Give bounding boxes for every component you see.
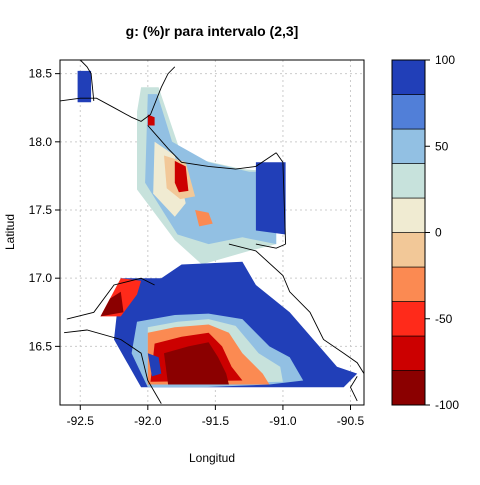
colorbar-bin-4 xyxy=(391,232,426,268)
colorbar-bin-5 xyxy=(391,197,426,233)
colorbar-tick-label-3: 50 xyxy=(435,139,449,153)
y-tick-label-3: 18.0 xyxy=(29,135,53,149)
coastline xyxy=(59,59,365,404)
colorbar-tick-label-2: 0 xyxy=(435,226,442,240)
contour-region-7 xyxy=(195,210,213,227)
x-tick-label-2: -91.5 xyxy=(202,414,230,428)
colorbar-bin-1 xyxy=(391,335,426,371)
coastline-segment-0 xyxy=(59,66,176,122)
colorbar-bin-0 xyxy=(391,370,426,406)
colorbar-bin-7 xyxy=(391,128,426,164)
x-tick-label-1: -92.0 xyxy=(134,414,162,428)
colorbar-tick-label-4: 100 xyxy=(435,53,455,67)
contour-region-14 xyxy=(164,342,229,385)
contour-region-3 xyxy=(255,162,286,235)
contour-region-15 xyxy=(147,353,162,377)
x-axis-label: Longitud xyxy=(189,451,235,465)
x-axis: -92.5 -92.0 -91.5 -91.0 -90.5 xyxy=(67,405,365,428)
colorbar-bin-3 xyxy=(391,266,426,302)
contour-region-8 xyxy=(147,114,155,126)
coastline-segment-3 xyxy=(275,152,287,245)
y-axis: 16.5 17.0 17.5 18.0 18.5 xyxy=(29,67,60,353)
coastline-segment-6 xyxy=(64,329,162,404)
contour-region-17 xyxy=(100,291,124,317)
colorbar-tick-label-0: -100 xyxy=(435,398,459,412)
coastline-segment-2 xyxy=(147,125,277,170)
colorbar-bin-2 xyxy=(391,301,426,337)
plot-frame xyxy=(59,59,365,406)
colorbar-bin-8 xyxy=(391,94,426,130)
colorbar-bin-9 xyxy=(391,59,426,95)
colorbar-bin-6 xyxy=(391,163,426,199)
coastline-segment-7 xyxy=(228,243,365,374)
y-tick-label-2: 17.5 xyxy=(29,203,53,217)
colorbar-tick-label-1: -50 xyxy=(435,312,453,326)
contour-regions xyxy=(77,70,358,388)
coastline-segment-4 xyxy=(255,243,286,249)
y-tick-label-4: 18.5 xyxy=(29,67,53,81)
contour-region-6 xyxy=(174,160,189,193)
coastline-segment-8 xyxy=(349,376,358,402)
x-tick-label-3: -91.0 xyxy=(269,414,297,428)
colorbar: -100 -50 0 50 100 xyxy=(391,53,459,412)
contour-region-0 xyxy=(77,70,92,103)
coastline-segment-5 xyxy=(66,277,155,320)
coastline-segment-1 xyxy=(79,59,95,101)
x-tick-label-4: -90.5 xyxy=(337,414,365,428)
y-tick-label-1: 17.0 xyxy=(29,271,53,285)
chart-title: g: (%)r para intervalo (2,3] xyxy=(126,23,299,39)
y-tick-label-0: 16.5 xyxy=(29,339,53,353)
y-axis-label: Latitud xyxy=(3,214,17,250)
x-tick-label-0: -92.5 xyxy=(67,414,95,428)
